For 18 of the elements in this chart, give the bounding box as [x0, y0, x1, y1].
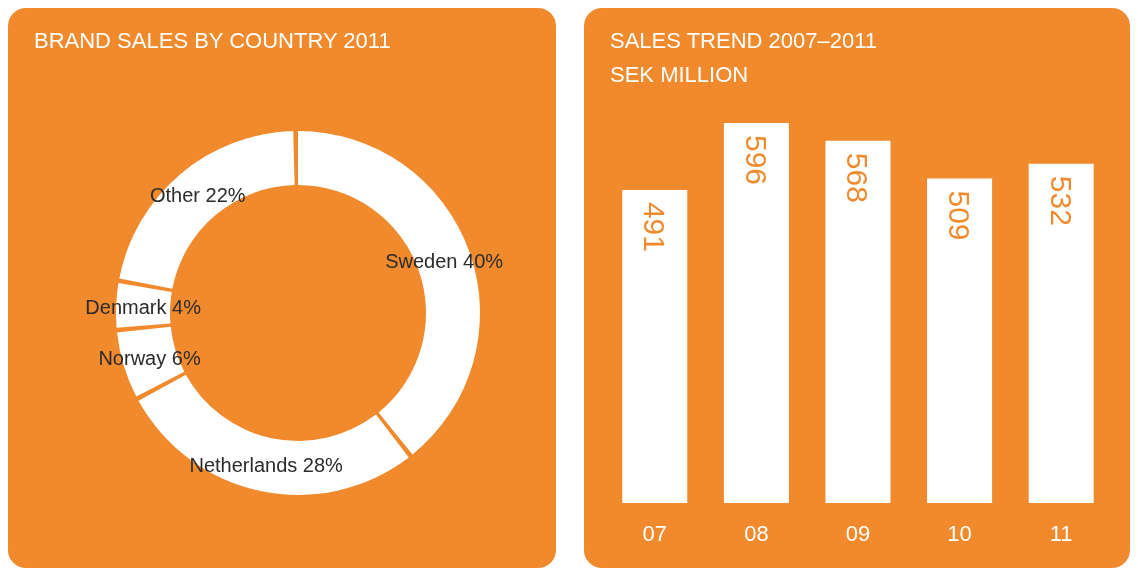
data-label: 596: [739, 135, 773, 186]
data-label: 509: [943, 190, 977, 241]
bar: [825, 140, 891, 503]
data-label: 532: [1044, 175, 1078, 226]
bar: [927, 178, 993, 503]
x-tick-label: 11: [1049, 521, 1073, 546]
chart-title: SALES TREND 2007–2011: [610, 27, 878, 55]
chart-subtitle: SEK MILLION: [610, 61, 750, 89]
chart-title: BRAND SALES BY COUNTRY 2011: [34, 27, 391, 55]
bar: [1028, 163, 1094, 503]
x-tick-label: 07: [642, 521, 668, 546]
bar: [723, 123, 789, 503]
x-tick-label: 10: [947, 521, 972, 546]
data-label: 491: [638, 201, 672, 253]
x-tick-label: 08: [744, 521, 769, 546]
bar: [622, 189, 688, 503]
x-tick-label: 09: [845, 521, 871, 546]
data-label: 568: [841, 152, 875, 203]
